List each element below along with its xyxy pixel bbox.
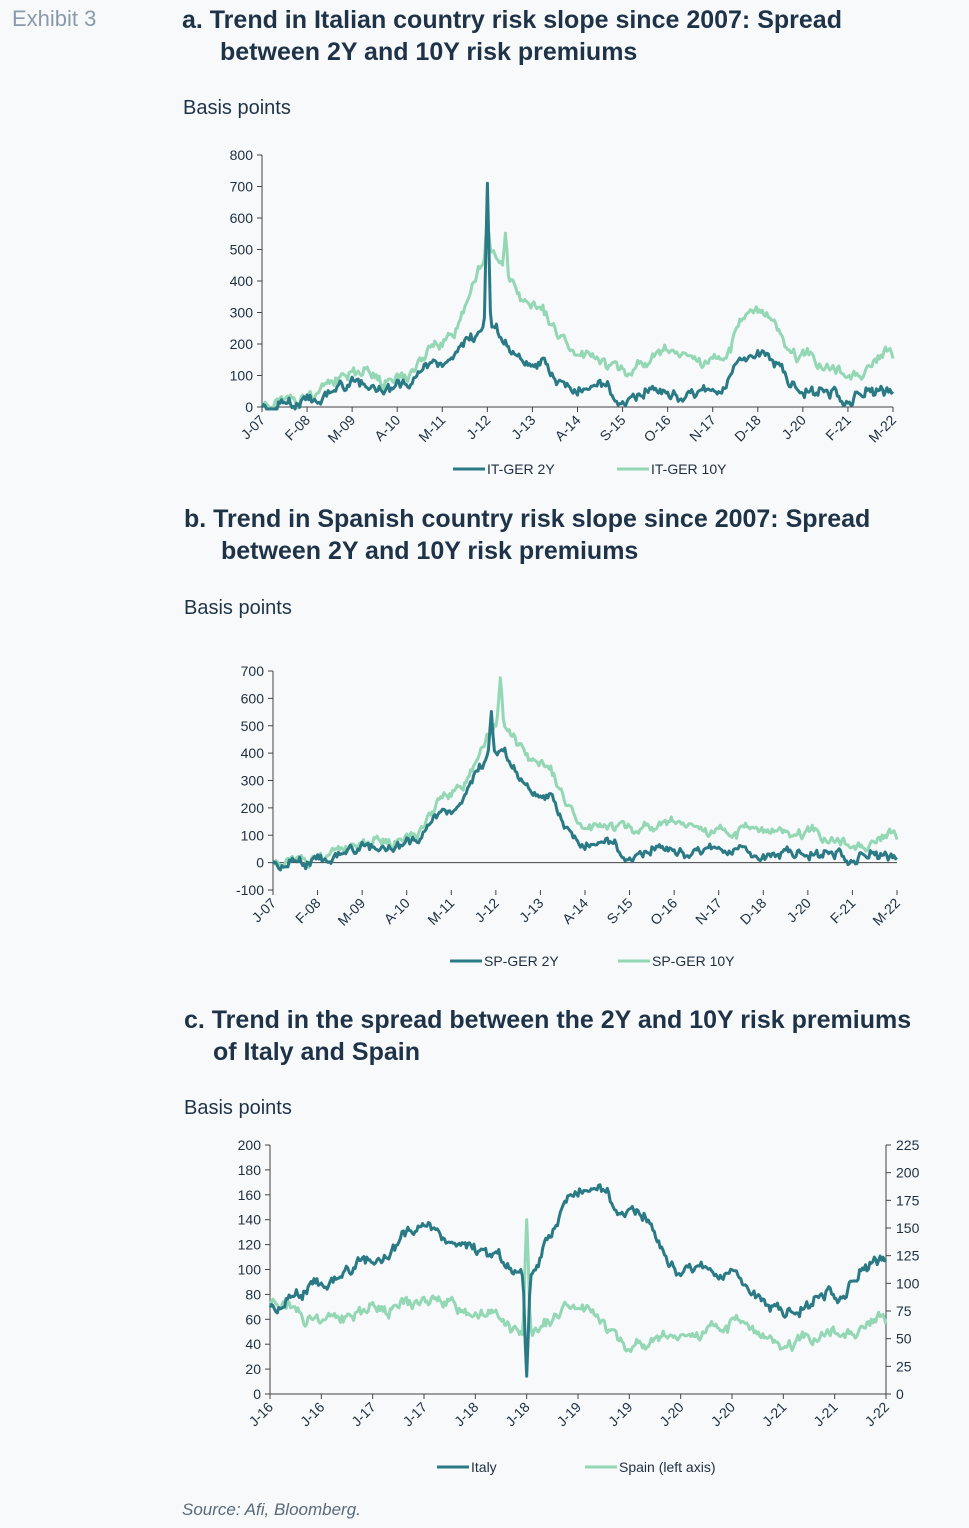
chart-c-y2tick-label: 75 — [896, 1303, 912, 1319]
chart-a-ytick-label: 300 — [230, 305, 254, 321]
chart-c-xtick-label: J-16 — [297, 1399, 328, 1430]
chart-a-series-1-line — [260, 181, 895, 411]
chart-c-xtick-label: J-18 — [451, 1399, 482, 1430]
chart-c-series-1-line — [268, 1183, 888, 1378]
chart-b-ytick-label: 600 — [241, 690, 265, 706]
chart-c-xtick-label: J-21 — [810, 1399, 841, 1430]
chart-c-ytick-label: 200 — [238, 1137, 262, 1153]
chart-c-ytick-label: 100 — [238, 1262, 262, 1278]
chart-b-ylabel: Basis points — [184, 597, 292, 619]
chart-a-ytick-label: 600 — [230, 210, 254, 226]
chart-c-xtick-label: J-17 — [400, 1399, 431, 1430]
chart-c-xtick-label: J-18 — [502, 1399, 533, 1430]
chart-c-xtick-label: J-16 — [246, 1399, 277, 1430]
chart-c-y2tick-label: 100 — [896, 1275, 920, 1291]
chart-c-y2tick-label: 50 — [896, 1331, 912, 1347]
chart-c-y2tick-label: 175 — [896, 1192, 920, 1208]
chart-c-y2tick-label: 125 — [896, 1248, 920, 1264]
chart-a-ytick-label: 500 — [230, 242, 254, 258]
chart-c-y2tick-label: 225 — [896, 1137, 920, 1153]
chart-a-ytick-label: 400 — [230, 273, 254, 289]
chart-c-xtick-label: J-20 — [708, 1399, 739, 1430]
chart-a-ytick-label: 200 — [230, 336, 254, 352]
chart-a-ytick-label: 0 — [245, 399, 253, 415]
chart-a-series-2-line — [260, 223, 895, 411]
chart-c-series-2-line — [268, 1218, 888, 1354]
chart-c-y2tick-label: 200 — [896, 1165, 920, 1181]
chart-a-ytick-label: 100 — [230, 368, 254, 384]
chart-a-ylabel: Basis points — [183, 97, 291, 119]
chart-b-series-2-line — [271, 676, 899, 869]
chart-b-ytick-label: 100 — [241, 827, 265, 843]
chart-b-title-line2: between 2Y and 10Y risk premiums — [221, 537, 639, 565]
chart-b-ytick-label: 200 — [241, 800, 265, 816]
chart-a-ytick-label: 700 — [230, 179, 254, 195]
chart-b-ytick-label: -100 — [236, 882, 264, 898]
chart-a-title-line2: between 2Y and 10Y risk premiums — [220, 38, 638, 66]
chart-b-ytick-label: 700 — [241, 663, 265, 679]
chart-b-ytick-label: 400 — [241, 745, 265, 761]
chart-c-legend-label-2: Spain (left axis) — [619, 1459, 715, 1475]
chart-c-ytick-label: 60 — [245, 1311, 261, 1327]
chart-c-title: c. Trend in the spread between the 2Y an… — [184, 1004, 911, 1068]
chart-c-ytick-label: 20 — [245, 1361, 261, 1377]
chart-a-title: a. Trend in Italian country risk slope s… — [182, 4, 842, 68]
chart-c-ytick-label: 160 — [238, 1187, 262, 1203]
chart-c-title-line1: c. Trend in the spread between the 2Y an… — [184, 1006, 912, 1034]
chart-c-ytick-label: 120 — [238, 1237, 262, 1253]
chart-a-legend-label-1: IT-GER 2Y — [487, 461, 555, 477]
chart-c-xtick-label: J-20 — [656, 1399, 687, 1430]
chart-c-ytick-label: 0 — [253, 1386, 261, 1402]
chart-c-legend-label-1: Italy — [471, 1459, 497, 1475]
chart-b-ytick-label: 0 — [256, 855, 264, 871]
chart-a-ytick-label: 800 — [230, 147, 254, 163]
chart-c-xtick-label: J-17 — [348, 1399, 379, 1430]
chart-c-ytick-label: 40 — [245, 1336, 261, 1352]
chart-b-title-line1: b. Trend in Spanish country risk slope s… — [184, 505, 871, 533]
chart-b-ytick-label: 500 — [241, 718, 265, 734]
chart-c-xtick-label: J-19 — [605, 1399, 636, 1430]
chart-c-ytick-label: 80 — [245, 1286, 261, 1302]
chart-b-legend-label-2: SP-GER 10Y — [652, 953, 735, 969]
chart-c-ytick-label: 180 — [238, 1162, 262, 1178]
chart-c-ylabel: Basis points — [184, 1097, 292, 1119]
exhibit-label: Exhibit 3 — [12, 6, 97, 31]
chart-c-xtick-label: J-19 — [554, 1399, 585, 1430]
chart-c-xtick-label: J-21 — [759, 1399, 790, 1430]
chart-c-title-line2: of Italy and Spain — [213, 1038, 420, 1066]
chart-a-legend-label-2: IT-GER 10Y — [651, 461, 727, 477]
chart-c-xtick-label: J-22 — [862, 1399, 893, 1430]
chart-b-series-1-line — [271, 710, 898, 872]
chart-c-y2tick-label: 150 — [896, 1220, 920, 1236]
chart-a-title-line1: a. Trend in Italian country risk slope s… — [182, 6, 842, 34]
chart-c-ytick-label: 140 — [238, 1212, 262, 1228]
chart-b-legend-label-1: SP-GER 2Y — [484, 953, 559, 969]
chart-c-y2tick-label: 0 — [896, 1386, 904, 1402]
chart-c-y2tick-label: 25 — [896, 1358, 912, 1374]
chart-b-title: b. Trend in Spanish country risk slope s… — [184, 503, 870, 567]
source-note: Source: Afi, Bloomberg. — [182, 1500, 361, 1519]
chart-b-ytick-label: 300 — [241, 773, 265, 789]
